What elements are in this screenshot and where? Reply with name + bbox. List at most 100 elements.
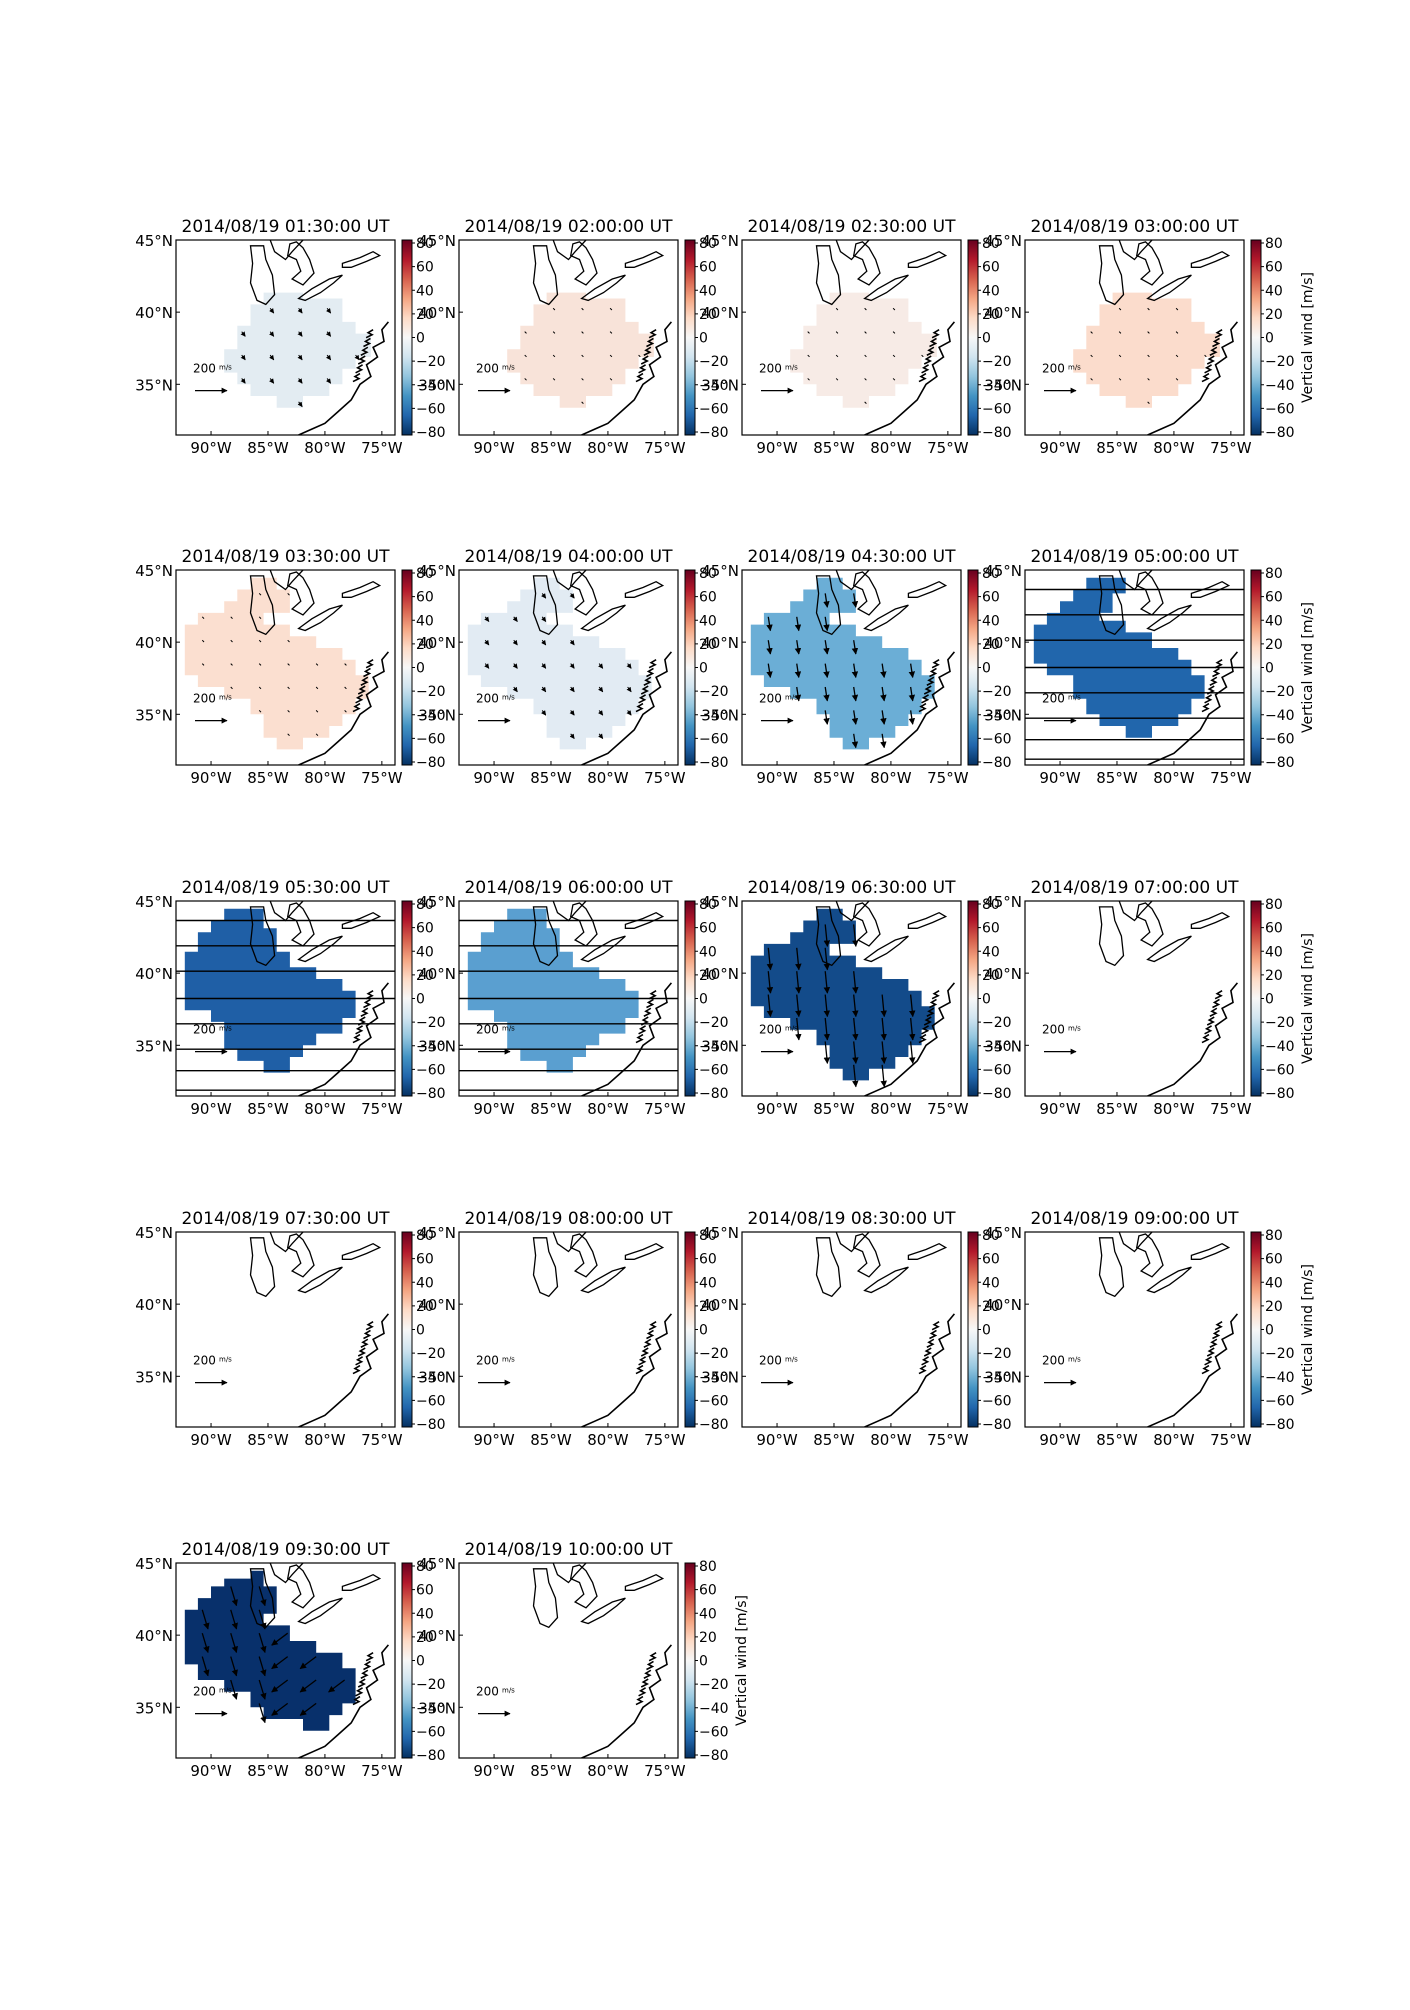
bay-detail [638, 364, 647, 374]
wind-vector [552, 307, 556, 311]
colorbar-tick-label: 40 [416, 283, 434, 299]
lon-tick-label: 75°W [361, 1100, 403, 1118]
wind-vector [258, 1609, 267, 1630]
lake-erie [297, 1266, 343, 1294]
bay-detail [363, 667, 372, 678]
lon-tick-label: 85°W [1096, 439, 1138, 457]
lat-tick-label: 45°N [418, 1224, 456, 1242]
wind-vector [835, 331, 839, 334]
colorbar-tick-label: −80 [1265, 755, 1295, 771]
lat-tick-label: 45°N [418, 562, 456, 580]
lat-tick-label: 45°N [418, 232, 456, 250]
panel-frame [741, 1231, 962, 1428]
panel-plot-area: 200 m/s [176, 901, 395, 1096]
wind-region [1033, 577, 1205, 738]
wind-vector [892, 331, 896, 334]
lake-erie [580, 274, 626, 302]
wind-vector [852, 1064, 859, 1088]
wind-vector [823, 971, 831, 994]
colorbar: 80 60 40 20 0 −20 −40 −60 −80 Vertical wind [m/s] [1250, 566, 1316, 771]
wind-vector [823, 710, 830, 725]
lake-huron [569, 1564, 598, 1609]
lon-tick-label: 90°W [756, 439, 798, 457]
vector-scale-key: 200 m/s [759, 692, 798, 724]
colorbar: 80 60 40 20 0 −20 −40 −60 −80 [401, 1559, 446, 1764]
colorbar-tick-label: 60 [699, 260, 717, 276]
panel-plot-area: 200 m/s [1042, 240, 1239, 435]
wind-vector [626, 710, 632, 716]
coastline-north [552, 240, 587, 261]
colorbar-scale [684, 1562, 696, 1759]
coastline-north [269, 240, 304, 261]
panel-frame [175, 569, 396, 766]
wind-vector [297, 354, 303, 361]
colorbar-scale [401, 1231, 413, 1428]
vector-scale-value: 200 [193, 692, 216, 706]
bay-detail [352, 702, 361, 713]
bay-detail [635, 1364, 644, 1375]
panel-plot-area: 200 m/s [193, 240, 390, 435]
wind-vector [852, 924, 859, 947]
wind-vector [864, 401, 867, 404]
wind-vector [581, 331, 584, 334]
lake-erie [863, 1266, 909, 1294]
bay-detail [360, 1007, 369, 1017]
colorbar-tick-label: −40 [416, 1039, 446, 1055]
wind-vector [524, 331, 527, 334]
vector-scale-value: 200 [1042, 1023, 1065, 1037]
bay-detail [1214, 329, 1223, 339]
lat-tick-label: 45°N [701, 1224, 739, 1242]
panel-plot-area: 200 m/s [476, 1232, 673, 1427]
wind-vector [892, 307, 896, 311]
vector-scale-key: 200 m/s [193, 1685, 232, 1717]
wind-vector [201, 663, 205, 666]
lon-tick-label: 90°W [1039, 769, 1081, 787]
wind-vector [258, 1703, 267, 1724]
vector-scale-unit: m/s [1068, 1025, 1081, 1033]
colorbar-tick-label: 20 [416, 1299, 434, 1315]
wind-vector [271, 1632, 289, 1646]
wind-vector [851, 710, 859, 725]
colorbar-tick-label: 20 [1265, 307, 1283, 323]
wind-vector [852, 994, 859, 1018]
wind-vector [880, 1064, 887, 1088]
lake-erie [580, 1266, 626, 1294]
bay-detail [355, 364, 364, 374]
colorbar-scale [1250, 1231, 1262, 1428]
wind-vector [258, 710, 262, 713]
bay-detail [1209, 1007, 1218, 1017]
colorbar-scale [1250, 900, 1262, 1097]
colorbar-tick-label: 60 [416, 921, 434, 937]
bay-detail [1214, 1321, 1223, 1331]
lon-tick-label: 75°W [361, 769, 403, 787]
wind-vector [325, 331, 332, 337]
colorbar-tick-label: 0 [416, 661, 425, 677]
bay-detail [352, 1033, 361, 1044]
wind-vector [598, 663, 604, 669]
vector-scale-unit: m/s [219, 364, 232, 372]
lake-ontario [907, 580, 948, 598]
coastline-east [581, 1644, 673, 1758]
lon-tick-label: 75°W [1210, 439, 1252, 457]
wind-vector [201, 616, 205, 619]
colorbar-tick-label: −20 [699, 684, 729, 700]
lon-tick-label: 90°W [190, 1100, 232, 1118]
bay-detail [918, 1364, 927, 1375]
bay-detail [1204, 1356, 1213, 1366]
vector-scale-value: 200 [759, 362, 782, 376]
colorbar-tick-label: 0 [416, 1323, 425, 1339]
lake-michigan [249, 1568, 276, 1629]
lon-tick-label: 80°W [1153, 1431, 1195, 1449]
coastline-east [298, 651, 390, 765]
wind-vector [598, 710, 604, 716]
lat-tick-label: 40°N [984, 965, 1022, 983]
wind-region [1073, 292, 1220, 408]
panel-title: 2014/08/19 10:00:00 UT [465, 1540, 674, 1560]
wind-vector [626, 663, 632, 669]
lake-huron [852, 571, 881, 616]
lake-huron [852, 241, 881, 286]
lon-tick-label: 80°W [870, 769, 912, 787]
vector-scale-unit: m/s [785, 364, 798, 372]
